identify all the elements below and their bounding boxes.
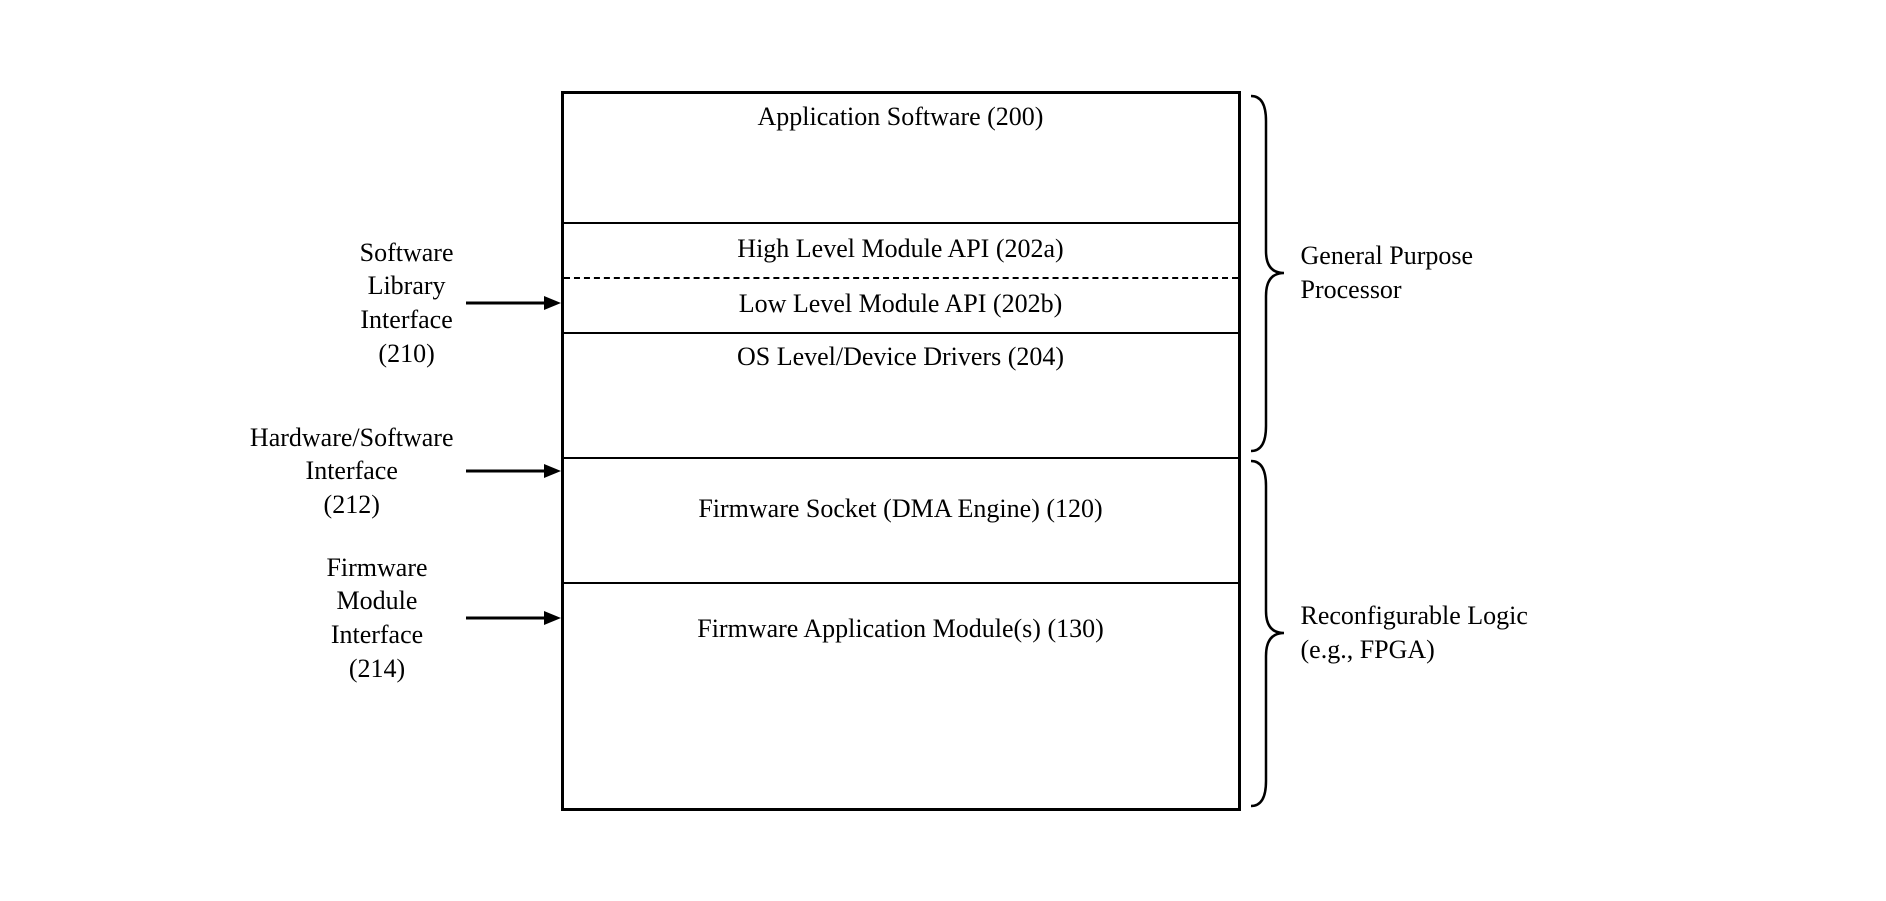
annotation-text: Hardware/Software Interface (212) [250, 421, 454, 522]
label-line: Hardware/Software [250, 423, 454, 452]
arrow-icon [466, 608, 561, 628]
layer-stack: Application Software (200) High Level Mo… [561, 91, 1241, 811]
left-annotations: Software Library Interface (210) Hardwar… [301, 91, 561, 811]
label-line: Reconfigurable Logic [1301, 601, 1528, 630]
layer-label: Firmware Socket (DMA Engine) (120) [698, 494, 1102, 524]
os-drivers-layer: OS Level/Device Drivers (204) [564, 334, 1238, 459]
firmware-socket-layer: Firmware Socket (DMA Engine) (120) [564, 459, 1238, 584]
architecture-diagram: Software Library Interface (210) Hardwar… [301, 91, 1586, 811]
label-line: Interface [306, 456, 398, 485]
layer-label: High Level Module API (202a) [737, 234, 1063, 264]
label-ref: (214) [349, 654, 405, 683]
arrow-icon [466, 461, 561, 481]
label-line: Software [360, 238, 454, 267]
firmware-module-annotation: Firmware Module Interface (214) [301, 551, 561, 686]
arrow-icon [466, 293, 561, 313]
firmware-module-layer: Firmware Application Module(s) (130) [564, 584, 1238, 764]
label-line: (e.g., FPGA) [1301, 635, 1435, 664]
label-ref: (212) [324, 490, 380, 519]
general-purpose-processor-group: General Purpose Processor [1246, 91, 1474, 456]
layer-label: OS Level/Device Drivers (204) [737, 342, 1064, 372]
label-line: Processor [1301, 275, 1402, 304]
low-level-api-layer: Low Level Module API (202b) [564, 279, 1238, 334]
high-level-api-layer: High Level Module API (202a) [564, 224, 1238, 279]
layer-label: Low Level Module API (202b) [739, 289, 1063, 319]
label-line: General Purpose [1301, 241, 1474, 270]
annotation-text: Software Library Interface (210) [360, 236, 454, 371]
application-software-layer: Application Software (200) [564, 94, 1238, 224]
layer-label: Firmware Application Module(s) (130) [697, 614, 1104, 644]
brace-icon [1246, 91, 1286, 456]
software-library-annotation: Software Library Interface (210) [360, 236, 561, 371]
hardware-software-annotation: Hardware/Software Interface (212) [250, 421, 561, 522]
layer-label: Application Software (200) [758, 102, 1044, 132]
right-annotations: General Purpose Processor Reconfigurable… [1246, 91, 1586, 811]
annotation-text: Firmware Module Interface (214) [301, 551, 454, 686]
label-ref: (210) [378, 339, 434, 368]
annotation-text: General Purpose Processor [1301, 239, 1474, 307]
brace-icon [1246, 456, 1286, 811]
label-line: Library [368, 271, 446, 300]
annotation-text: Reconfigurable Logic (e.g., FPGA) [1301, 599, 1528, 667]
reconfigurable-logic-group: Reconfigurable Logic (e.g., FPGA) [1246, 456, 1528, 811]
label-line: Firmware Module [326, 553, 427, 616]
label-line: Interface [360, 305, 452, 334]
label-line: Interface [331, 620, 423, 649]
